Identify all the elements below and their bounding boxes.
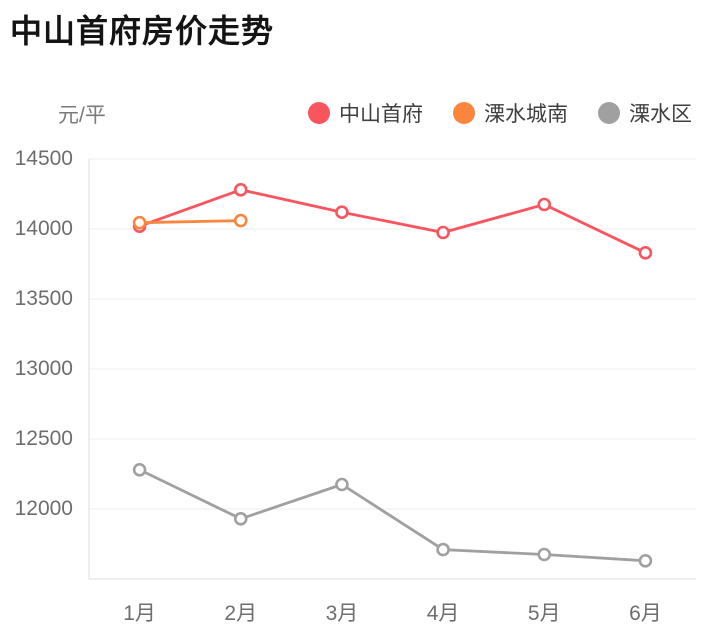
series-line-溧水区: [138, 468, 647, 563]
x-axis-label: 1月: [123, 602, 156, 625]
x-axis-label: 2月: [224, 602, 258, 625]
legend-item-zhongshanshoufu[interactable]: 中山首府: [308, 98, 423, 128]
legend-item-lishuichengnan[interactable]: 溧水城南: [453, 98, 568, 128]
legend-label: 溧水区: [629, 103, 692, 126]
data-point-溧水区-5月[interactable]: [537, 547, 552, 562]
data-point-溧水区-1月[interactable]: [132, 462, 147, 477]
legend: 中山首府 溧水城南 溧水区: [308, 98, 692, 128]
y-axis-unit-label: 元/平: [58, 104, 106, 127]
data-point-中山首府-2月[interactable]: [233, 183, 248, 197]
y-tick-label: 13500: [14, 287, 73, 310]
page-title: 中山首府房价走势: [10, 13, 275, 49]
legend-label: 溧水城南: [484, 103, 568, 126]
legend-dot-icon: [308, 102, 330, 124]
y-tick-label: 13000: [14, 357, 73, 380]
legend-item-lishuiqu[interactable]: 溧水区: [598, 98, 692, 128]
series-line-溧水城南: [138, 219, 243, 225]
legend-dot-icon: [453, 102, 475, 124]
data-point-中山首府-3月[interactable]: [335, 205, 349, 219]
data-point-溧水城南-2月[interactable]: [233, 213, 248, 228]
x-axis-label: 3月: [325, 602, 359, 625]
x-axis-label: 4月: [426, 602, 460, 625]
x-axis-label: 5月: [527, 602, 561, 625]
data-point-溧水区-2月[interactable]: [233, 511, 248, 526]
legend-dot-icon: [598, 102, 620, 124]
data-point-中山首府-6月[interactable]: [638, 246, 653, 260]
series-line-中山首府: [138, 188, 647, 255]
data-point-中山首府-5月[interactable]: [537, 197, 552, 212]
data-point-溧水区-6月[interactable]: [638, 553, 653, 568]
data-point-溧水区-4月[interactable]: [436, 542, 450, 557]
y-tick-label: 14500: [14, 147, 73, 170]
data-point-溧水城南-1月[interactable]: [132, 215, 147, 230]
data-point-中山首府-4月[interactable]: [436, 225, 450, 240]
legend-label: 中山首府: [339, 103, 423, 126]
x-axis-label: 6月: [629, 602, 662, 625]
y-tick-label: 14000: [14, 217, 73, 240]
y-tick-label: 12000: [14, 497, 73, 520]
data-point-溧水区-3月[interactable]: [335, 477, 349, 492]
y-tick-label: 12500: [14, 427, 73, 450]
